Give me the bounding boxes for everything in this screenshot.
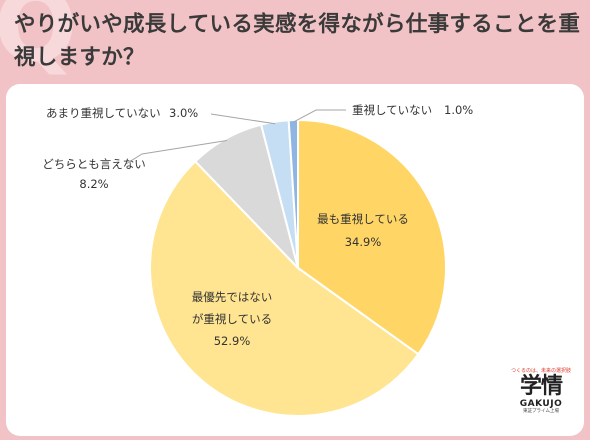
slice-label-not-very-important: あまり重視していない [46, 106, 161, 120]
pie-slices [149, 118, 447, 417]
slice-label-most-important: 最も重視している [317, 212, 409, 226]
slice-value-neutral: 8.2% [79, 177, 108, 191]
slice-important [149, 159, 420, 417]
logo-kanji: 学情 [519, 374, 563, 399]
slice-label-important-line1: 最優先ではない [192, 290, 273, 304]
logo-name: GAKUJO [519, 399, 563, 409]
slice-value-not-very-important: 3.0% [169, 106, 198, 120]
slice-label-not-important: 重視していない [352, 103, 432, 117]
slice-label-important-line2: が重視している [192, 312, 272, 326]
q-mark-decoration: Q [0, 0, 78, 84]
page-title: やりがいや成長している実感を得ながら仕事することを重視しますか？ [14, 12, 581, 70]
slice-label-neutral: どちらとも言えない [42, 157, 146, 171]
gakujo-logo: つくるのは、未来の選択肢 学情 GAKUJO 東証プライム上場 [510, 368, 572, 430]
leader-lines [125, 109, 346, 165]
slice-value-most-important: 34.9% [345, 235, 382, 249]
chart-panel: 最も重視している 34.9% 最優先ではない が重視している 52.9% どちら… [6, 84, 584, 436]
slice-value-not-important: 1.0% [444, 103, 473, 117]
slice-most-important [297, 118, 447, 356]
leader-line-neutral [125, 140, 227, 165]
leader-line-not-very-important [210, 113, 276, 125]
pie-chart: 最も重視している 34.9% 最優先ではない が重視している 52.9% どちら… [42, 103, 473, 417]
slice-value-important: 52.9% [214, 334, 251, 348]
logo-sub: 東証プライム上場 [523, 409, 559, 414]
logo-tagline: つくるのは、未来の選択肢 [511, 368, 571, 374]
leader-line-not-important [293, 109, 346, 123]
